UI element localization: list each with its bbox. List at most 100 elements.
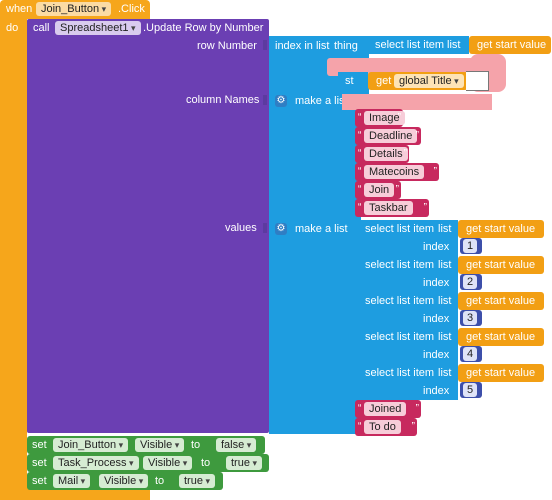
- text-value[interactable]: Image: [364, 111, 405, 125]
- boolean-value-dropdown[interactable]: false: [216, 438, 257, 452]
- select-list-item-block[interactable]: select list item list index: [358, 220, 458, 256]
- property-dropdown[interactable]: Visible: [143, 456, 193, 470]
- select-list-item-block[interactable]: select list item list index: [358, 256, 458, 292]
- column-names-make-a-list-block[interactable]: ⚙ make a list: [269, 92, 361, 220]
- get-global-title-block[interactable]: get global Title: [368, 72, 468, 90]
- text-block[interactable]: “To do”: [355, 418, 417, 436]
- list-label: list: [447, 39, 461, 51]
- index-in-list-label: index in list: [275, 40, 330, 52]
- gear-icon[interactable]: ⚙: [275, 223, 287, 235]
- set-join-button-visible-block[interactable]: set Join_Button Visible to false: [27, 436, 265, 454]
- text-block[interactable]: “Details”: [355, 145, 409, 163]
- set-task-process-visible-block[interactable]: set Task_Process Visible to true: [27, 454, 269, 472]
- thing-label: thing: [334, 40, 358, 52]
- select-list-item-label: select list item: [365, 223, 435, 235]
- spreadsheet-component-dropdown[interactable]: Spreadsheet1: [55, 21, 141, 35]
- text-value[interactable]: Taskbar: [364, 201, 413, 215]
- to-keyword: to: [155, 475, 165, 487]
- index-label: index: [423, 313, 450, 325]
- column-names-label: column Names: [186, 94, 260, 106]
- do-keyword: do: [6, 22, 19, 34]
- component-dropdown[interactable]: Join_Button: [53, 438, 129, 452]
- gear-icon[interactable]: ⚙: [275, 95, 287, 107]
- values-label: values: [225, 222, 257, 234]
- list-label: list: [438, 259, 452, 271]
- text-block[interactable]: “Joined”: [355, 400, 421, 418]
- list-label: list: [438, 295, 452, 307]
- text-block[interactable]: “Deadline”: [355, 127, 421, 145]
- text-value[interactable]: Joined: [364, 402, 407, 416]
- index-label: index: [423, 349, 450, 361]
- get-start-value-block[interactable]: get start value: [458, 364, 544, 382]
- number-value[interactable]: 2: [463, 275, 478, 289]
- socket-notch: [263, 40, 267, 50]
- get-start-value-label: get start value: [477, 39, 547, 51]
- index-label: index: [423, 385, 450, 397]
- list-label: list: [438, 331, 452, 343]
- event-name: .Click: [118, 3, 145, 15]
- number-value[interactable]: 3: [463, 311, 478, 325]
- set-keyword: set: [32, 457, 47, 469]
- to-keyword: to: [201, 457, 211, 469]
- list-outline-box: [466, 71, 489, 91]
- text-block[interactable]: “Taskbar”: [355, 199, 429, 217]
- partial-list-block[interactable]: st: [338, 72, 368, 90]
- select-list-item-label: select list item: [375, 39, 445, 51]
- property-dropdown[interactable]: Visible: [99, 474, 149, 488]
- get-start-value-block[interactable]: get start value: [458, 328, 544, 346]
- list-label: list: [438, 223, 452, 235]
- get-start-value-label: get start value: [466, 223, 536, 235]
- global-title-dropdown[interactable]: global Title: [394, 74, 464, 88]
- number-value[interactable]: 1: [463, 239, 478, 253]
- text-block[interactable]: “Join”: [355, 181, 401, 199]
- get-start-value-label: get start value: [466, 331, 536, 343]
- text-value[interactable]: Deadline: [364, 129, 418, 143]
- redaction-mark: [327, 58, 505, 76]
- select-list-item-block[interactable]: select list item list index: [358, 328, 458, 364]
- index-label: index: [423, 277, 450, 289]
- row-number-label: row Number: [197, 40, 257, 52]
- select-list-item-block[interactable]: select list item list index: [358, 364, 458, 400]
- get-start-value-block[interactable]: get start value: [469, 36, 551, 54]
- list-label: list: [438, 367, 452, 379]
- to-keyword: to: [191, 439, 201, 451]
- when-keyword: when: [6, 3, 33, 15]
- number-block[interactable]: 2: [460, 274, 482, 290]
- text-block[interactable]: “Matecoins”: [355, 163, 439, 181]
- get-start-value-block[interactable]: get start value: [458, 256, 544, 274]
- text-value[interactable]: Join: [364, 183, 395, 197]
- make-a-list-label: make a list: [295, 95, 348, 107]
- component-dropdown[interactable]: Mail: [53, 474, 91, 488]
- property-dropdown[interactable]: Visible: [135, 438, 185, 452]
- get-start-value-label: get start value: [466, 367, 536, 379]
- number-block[interactable]: 3: [460, 310, 482, 326]
- number-value[interactable]: 4: [463, 347, 478, 361]
- index-label: index: [423, 241, 450, 253]
- values-make-a-list-block[interactable]: ⚙ make a list: [269, 220, 361, 434]
- get-start-value-block[interactable]: get start value: [458, 220, 544, 238]
- number-value[interactable]: 5: [463, 383, 478, 397]
- select-list-item-block[interactable]: select list item list: [369, 36, 469, 54]
- boolean-value-dropdown[interactable]: true: [226, 456, 262, 470]
- text-value[interactable]: Details: [364, 147, 408, 161]
- make-a-list-label: make a list: [295, 223, 348, 235]
- set-mail-visible-block[interactable]: set Mail Visible to true: [27, 472, 223, 490]
- get-start-value-label: get start value: [466, 259, 536, 271]
- number-block[interactable]: 5: [460, 382, 482, 398]
- event-component-dropdown[interactable]: Join_Button: [36, 2, 112, 16]
- component-dropdown[interactable]: Task_Process: [53, 456, 139, 470]
- number-block[interactable]: 4: [460, 346, 482, 362]
- text-block[interactable]: “Image”: [355, 109, 405, 127]
- socket-notch: [263, 95, 267, 105]
- call-keyword: call: [33, 22, 50, 34]
- text-value[interactable]: Matecoins: [364, 165, 425, 179]
- redaction-mark: [342, 94, 492, 110]
- partial-list-label: st: [345, 75, 354, 87]
- select-list-item-label: select list item: [365, 295, 435, 307]
- update-row-call-block[interactable]: call Spreadsheet1 .Update Row by Number …: [27, 19, 269, 433]
- boolean-value-dropdown[interactable]: true: [179, 474, 215, 488]
- get-start-value-block[interactable]: get start value: [458, 292, 544, 310]
- number-block[interactable]: 1: [460, 238, 482, 254]
- select-list-item-block[interactable]: select list item list index: [358, 292, 458, 328]
- text-value[interactable]: To do: [364, 420, 401, 434]
